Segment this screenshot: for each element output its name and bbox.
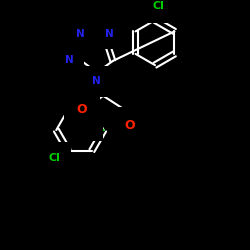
Text: N: N (65, 55, 74, 65)
Text: Cl: Cl (153, 2, 165, 12)
Text: N: N (76, 29, 84, 39)
Text: Cl: Cl (80, 120, 92, 130)
Text: N: N (92, 76, 100, 86)
Text: O: O (76, 103, 87, 116)
Text: O: O (124, 119, 135, 132)
Text: Cl: Cl (48, 153, 60, 163)
Text: N: N (106, 29, 114, 39)
